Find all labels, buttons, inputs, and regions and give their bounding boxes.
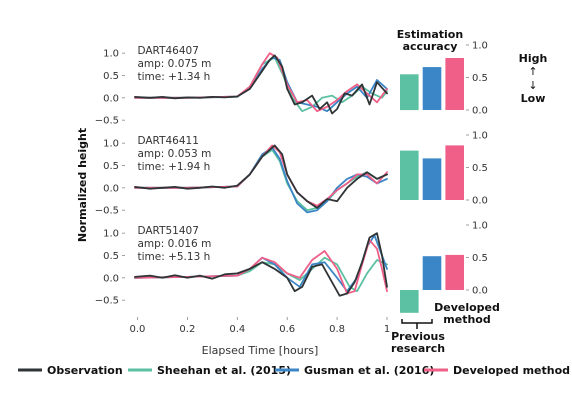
station-label: DART51407 [137,225,198,237]
y-tick-label: −0.5 [95,206,119,217]
accuracy-tick-label: 1.0 [472,221,488,232]
accuracy-tick-label: 0.5 [472,163,488,174]
series-line-observation [134,144,388,209]
accuracy-title-line2: accuracy [403,40,458,53]
accuracy-tick-label: 1.0 [472,41,488,52]
x-axis: 0.0 0.2 0.4 0.6 0.8 1 [130,317,390,335]
amp-label: amp: 0.053 m [137,148,211,160]
arrow-down-icon: ↓ [528,79,537,92]
accuracy-tick-label: 0.5 [472,73,488,84]
x-tick-label: 0.0 [130,324,146,335]
y-tick-label: 1.0 [103,49,119,60]
time-label: time: +1.34 h [137,71,210,83]
high-label: High [519,52,548,65]
accuracy-bar-gusman-et-al-2016 [422,67,442,110]
x-tick-label: 0.6 [279,324,295,335]
developed-method-line1: Developed [434,301,500,314]
legend: Observation Sheehan et al. (2015) Gusman e… [18,364,570,377]
y-tick-label: 0.5 [103,161,119,172]
amp-label: amp: 0.016 m [137,238,211,250]
accuracy-bar-sheehan-et-al-2015 [400,74,419,111]
previous-research-line2: research [391,342,445,355]
legend-item: Sheehan et al. (2015) [128,364,291,377]
x-axis-label: Elapsed Time [hours] [202,344,319,357]
y-axis-label: Normalized height [76,128,89,242]
legend-label: Sheehan et al. (2015) [157,364,291,377]
accuracy-bar-developed-method [445,58,464,110]
legend-label: Developed method [453,364,570,377]
accuracy-tick-label: 0.0 [472,196,488,207]
previous-research-line1: Previous [391,330,445,343]
y-tick-label: −0.5 [95,116,119,127]
developed-method-line2: method [443,313,490,326]
arrow-up-icon: ↑ [528,65,537,78]
legend-item: Gusman et al. (2016) [275,364,434,377]
series-line-developed-method [134,52,388,113]
station-label: DART46411 [137,135,198,147]
y-tick-label: 0.5 [103,251,119,262]
accuracy-title-line1: Estimation [397,28,463,41]
accuracy-tick-label: 0.0 [472,286,488,297]
time-label: time: +1.94 h [137,161,210,173]
accuracy-tick-label: 0.5 [472,253,488,264]
y-tick-label: −0.5 [95,296,119,307]
time-label: time: +5.13 h [137,251,210,263]
low-label: Low [521,92,546,105]
previous-research-bracket [401,319,433,324]
x-tick-label: 0.4 [229,324,245,335]
accuracy-bar-developed-method [445,254,464,290]
accuracy-bar-gusman-et-al-2016 [422,256,442,290]
series-line-observation [134,54,388,115]
accuracy-tick-label: 1.0 [472,131,488,142]
legend-label: Observation [47,364,123,377]
x-tick-label: 0.8 [329,324,345,335]
legend-label: Gusman et al. (2016) [304,364,434,377]
accuracy-bar-sheehan-et-al-2015 [400,290,419,313]
x-tick-label: 1 [384,324,390,335]
y-tick-label: 0.0 [103,93,119,104]
legend-item: Developed method [424,364,570,377]
y-tick-label: 1.0 [103,229,119,240]
accuracy-tick-label: 0.0 [472,106,488,117]
accuracy-bar-developed-method [445,145,464,200]
y-tick-label: 0.0 [103,183,119,194]
legend-item: Observation [18,364,123,377]
accuracy-bar-sheehan-et-al-2015 [400,150,419,200]
y-tick-label: 0.5 [103,71,119,82]
accuracy-bar-gusman-et-al-2016 [422,158,442,200]
y-tick-label: 1.0 [103,139,119,150]
station-label: DART46407 [137,45,198,57]
y-tick-label: 0.0 [103,273,119,284]
amp-label: amp: 0.075 m [137,58,211,70]
x-tick-label: 0.2 [179,324,195,335]
series-line-observation [134,232,388,297]
